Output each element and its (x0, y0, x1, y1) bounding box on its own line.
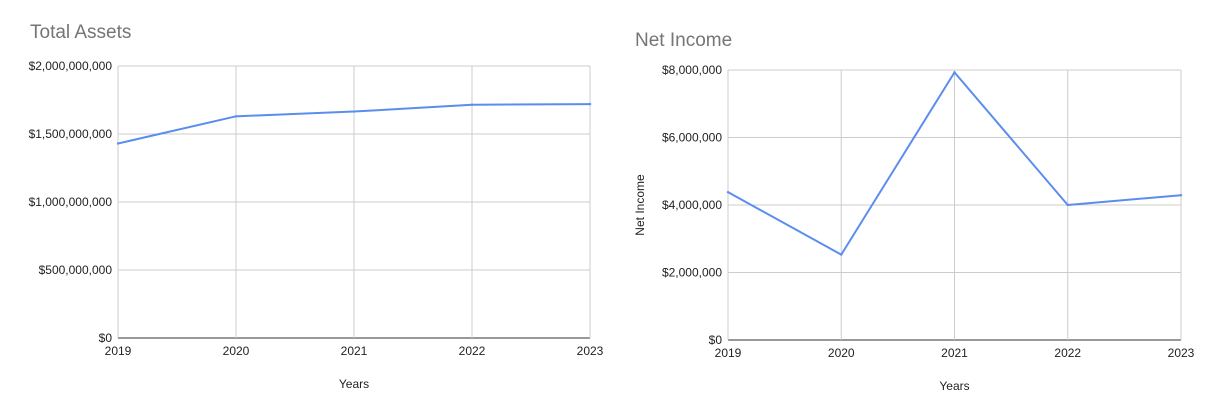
y-tick-label: $4,000,000 (662, 198, 722, 212)
x-tick-label: 2022 (459, 344, 486, 358)
x-tick-label: 2021 (341, 344, 368, 358)
chart-title: Net Income (635, 30, 733, 51)
data-point (588, 102, 592, 106)
y-tick-label: $0 (709, 333, 723, 347)
y-tick-label: $1,000,000,000 (29, 195, 113, 209)
x-axis-label: Years (939, 379, 969, 393)
data-point (352, 110, 356, 113)
y-axis-label: Net Income (633, 174, 647, 236)
data-point (726, 190, 730, 194)
data-point (234, 115, 238, 118)
y-tick-label: $2,000,000,000 (29, 59, 113, 73)
total-assets-chart: Total Assets $0 $500,000,000 $1,000,000,00… (29, 22, 604, 391)
net-income-chart: Net Income $0 $2,000,000 $4,000,000 $6,000,… (607, 0, 1214, 410)
y-tick-label: $8,000,000 (662, 63, 722, 77)
data-point (470, 103, 474, 106)
y-tick-label: $1,500,000,000 (29, 127, 113, 141)
y-tick-label: $500,000,000 (39, 263, 113, 277)
data-point (1066, 203, 1069, 207)
y-tick-label: $0 (99, 331, 113, 345)
data-point (840, 253, 843, 256)
net-income-plot: $0 $2,000,000 $4,000,000 $6,000,000 $8,000,0… (633, 63, 1195, 393)
x-tick-label: 2019 (715, 346, 742, 360)
x-tick-label: 2023 (577, 344, 604, 358)
total-assets-plot: $0 $500,000,000 $1,000,000,000 $1,500,000,0… (29, 59, 604, 391)
y-tick-label: $6,000,000 (662, 131, 722, 145)
data-point (116, 142, 120, 145)
x-tick-label: 2021 (941, 346, 968, 360)
x-tick-label: 2020 (828, 346, 855, 360)
x-tick-label: 2020 (223, 344, 250, 358)
data-point (1179, 194, 1183, 197)
chart-title: Total Assets (30, 22, 132, 43)
x-tick-label: 2022 (1054, 346, 1081, 360)
x-axis-label: Years (339, 377, 369, 391)
x-tick-label: 2023 (1168, 346, 1195, 360)
data-point (953, 71, 956, 74)
y-tick-label: $2,000,000 (662, 266, 722, 280)
x-tick-label: 2019 (105, 344, 132, 358)
